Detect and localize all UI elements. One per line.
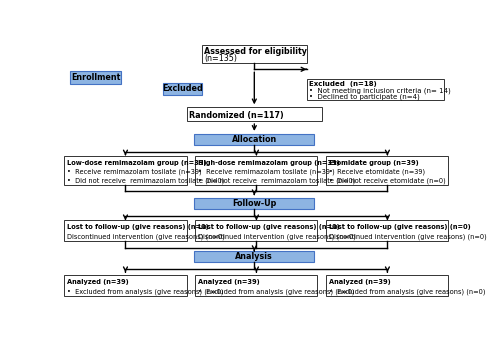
FancyBboxPatch shape (64, 156, 186, 185)
Text: •  Did not receive  remimazolam tosilate (n=0): • Did not receive remimazolam tosilate (… (67, 177, 224, 184)
Text: •  Excluded from analysis (give reasons) (n=0): • Excluded from analysis (give reasons) … (328, 288, 485, 295)
Text: Lost to follow-up (give reasons) (n=0): Lost to follow-up (give reasons) (n=0) (328, 225, 470, 230)
FancyBboxPatch shape (326, 156, 448, 185)
Text: •  Did not receive  remimazolam tosilate (n=0): • Did not receive remimazolam tosilate (… (198, 177, 355, 184)
Text: Discontinued intervention (give reasons) (n=0): Discontinued intervention (give reasons)… (328, 233, 486, 240)
Text: Discontinued intervention (give reasons) (n=0): Discontinued intervention (give reasons)… (67, 233, 224, 240)
Text: Discontinued intervention (give reasons) (n=0): Discontinued intervention (give reasons)… (198, 233, 356, 240)
FancyBboxPatch shape (194, 134, 314, 145)
Text: •  Excluded from analysis (give reasons) (n=0): • Excluded from analysis (give reasons) … (198, 288, 354, 295)
Text: Excluded: Excluded (162, 85, 203, 93)
Text: •  Excluded from analysis (give reasons) (n=0): • Excluded from analysis (give reasons) … (67, 288, 224, 295)
Text: Lost to follow-up (give reasons) (n=0): Lost to follow-up (give reasons) (n=0) (198, 225, 340, 230)
FancyBboxPatch shape (196, 220, 318, 241)
FancyBboxPatch shape (194, 251, 314, 263)
Text: Follow-Up: Follow-Up (232, 199, 276, 208)
FancyBboxPatch shape (196, 156, 318, 185)
Text: Analysis: Analysis (236, 252, 273, 262)
FancyBboxPatch shape (186, 107, 322, 121)
Text: Analyzed (n=39): Analyzed (n=39) (328, 279, 390, 285)
Text: High-dose remimazolam group (n=39): High-dose remimazolam group (n=39) (198, 160, 340, 166)
Text: •  Receive remimazolam tosilate (n=39): • Receive remimazolam tosilate (n=39) (67, 169, 202, 175)
Text: (n=135): (n=135) (204, 55, 238, 63)
Text: Assessed for eligibility: Assessed for eligibility (204, 47, 308, 56)
FancyBboxPatch shape (64, 220, 186, 241)
FancyBboxPatch shape (196, 275, 318, 296)
Text: Excluded  (n=18): Excluded (n=18) (309, 81, 376, 87)
FancyBboxPatch shape (326, 275, 448, 296)
FancyBboxPatch shape (306, 79, 444, 100)
FancyBboxPatch shape (163, 83, 202, 95)
Text: •  Declined to participate (n=4): • Declined to participate (n=4) (309, 94, 420, 100)
FancyBboxPatch shape (202, 46, 306, 63)
Text: Randomized (n=117): Randomized (n=117) (189, 110, 284, 119)
FancyBboxPatch shape (194, 198, 314, 209)
Text: Etomidate group (n=39): Etomidate group (n=39) (328, 160, 418, 166)
FancyBboxPatch shape (326, 220, 448, 241)
Text: Low-dose remimazolam group (n=39): Low-dose remimazolam group (n=39) (67, 160, 206, 166)
Text: •  Not meeting inclusion criteria (n= 14): • Not meeting inclusion criteria (n= 14) (309, 88, 450, 94)
FancyBboxPatch shape (70, 71, 120, 84)
Text: Analyzed (n=39): Analyzed (n=39) (198, 279, 260, 285)
Text: •  Did not receive etomidate (n=0): • Did not receive etomidate (n=0) (328, 177, 446, 184)
Text: Allocation: Allocation (232, 135, 277, 144)
FancyBboxPatch shape (64, 275, 186, 296)
Text: Analyzed (n=39): Analyzed (n=39) (67, 279, 128, 285)
Text: •  Receive etomidate (n=39): • Receive etomidate (n=39) (328, 169, 425, 175)
Text: Enrollment: Enrollment (71, 73, 120, 82)
Text: •  Receive remimazolam tosilate (n=39 ): • Receive remimazolam tosilate (n=39 ) (198, 169, 334, 175)
Text: Lost to follow-up (give reasons) (n=0): Lost to follow-up (give reasons) (n=0) (67, 225, 208, 230)
